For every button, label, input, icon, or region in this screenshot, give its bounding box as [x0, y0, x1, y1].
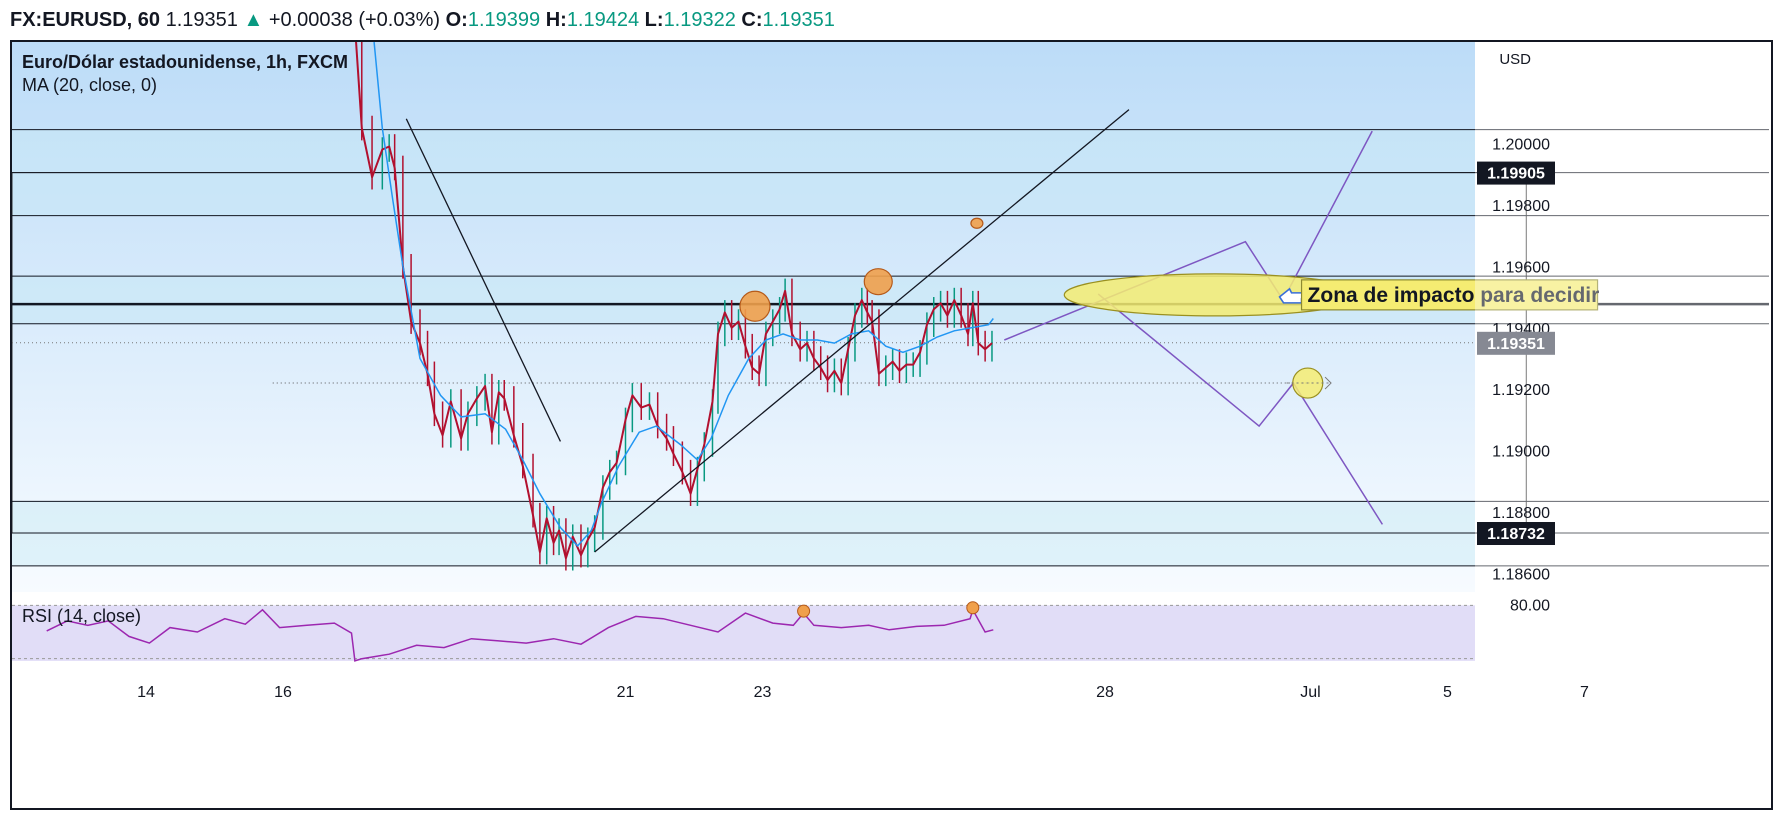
trendline [594, 109, 1130, 553]
callout-box [1300, 279, 1599, 311]
price-change: +0.00038 (+0.03%) [268, 9, 441, 31]
price-axis-background [1475, 42, 1771, 672]
last-price: 1.19351 [165, 9, 238, 31]
chart-frame[interactable]: Zona de impacto para decidir 14 16 21 23 28 Ju… [10, 40, 1773, 810]
price-series-line [355, 42, 993, 560]
high-label: H: [545, 9, 567, 31]
change-up-icon: ▲ [243, 9, 264, 31]
price-badge [1477, 161, 1555, 185]
price-tick-label: 1.20000 [1492, 136, 1550, 153]
date-axis-background [12, 672, 1771, 808]
chart-canvas[interactable]: Zona de impacto para decidir 14 16 21 23 28 Ju… [12, 42, 1771, 808]
rsi-annotation [966, 601, 980, 615]
price-tick-label: 1.19600 [1492, 259, 1550, 276]
arrow-hint-head [1324, 376, 1332, 390]
rsi-line [46, 607, 994, 662]
price-badge-label: 1.19351 [1487, 336, 1545, 353]
legend-title: Euro/Dólar estadounidense, 1h, FXCM [22, 52, 349, 72]
zone-band [12, 501, 1475, 566]
date-tick-label: 14 [137, 684, 155, 701]
price-tick-label: 1.18600 [1492, 567, 1550, 584]
legend-rsi: RSI (14, close) [22, 606, 142, 626]
annotation-ellipse [863, 268, 893, 296]
legend-ma: MA (20, close, 0) [22, 75, 158, 95]
rsi-tick-label: 80.00 [1510, 597, 1550, 614]
low-value: 1.19322 [663, 9, 736, 31]
trendline [405, 118, 562, 442]
date-tick-label: 5 [1443, 684, 1452, 701]
price-tick-label: 1.19000 [1492, 444, 1550, 461]
close-value: 1.19351 [762, 9, 835, 31]
date-tick-label: 21 [617, 684, 635, 701]
projection-path [1097, 293, 1384, 525]
symbol-label[interactable]: FX:EURUSD, 60 [10, 9, 161, 31]
date-tick-label: 28 [1096, 684, 1114, 701]
date-tick-label: 23 [754, 684, 772, 701]
high-value: 1.19424 [566, 9, 640, 31]
price-tick-label: 1.18800 [1492, 505, 1550, 522]
open-value: 1.19399 [467, 9, 541, 31]
annotation-ellipse [739, 290, 771, 322]
zone-band [12, 129, 1475, 173]
rsi-annotation [797, 604, 811, 618]
callout-text: Zona de impacto para decidir [1308, 284, 1600, 307]
date-tick-label: Jul [1300, 684, 1320, 701]
price-badge-label: 1.19905 [1487, 166, 1545, 183]
date-tick-label: 7 [1580, 684, 1589, 701]
date-tick-label: 16 [274, 684, 292, 701]
price-tick-label: 1.19200 [1492, 382, 1550, 399]
low-label: L: [644, 9, 664, 31]
price-badge-label: 1.18732 [1487, 526, 1545, 543]
annotation-ellipse [970, 217, 984, 229]
ma-line [373, 42, 994, 548]
zone-band [12, 172, 1475, 216]
price-badge [1477, 331, 1555, 355]
currency-label: USD [1499, 51, 1531, 68]
price-badge [1477, 522, 1555, 546]
open-label: O: [445, 9, 468, 31]
chart-header: FX:EURUSD, 60 1.19351 ▲ +0.00038 (+0.03%… [0, 0, 1783, 40]
close-label: C: [741, 9, 763, 31]
price-tick-label: 1.19800 [1492, 198, 1550, 215]
